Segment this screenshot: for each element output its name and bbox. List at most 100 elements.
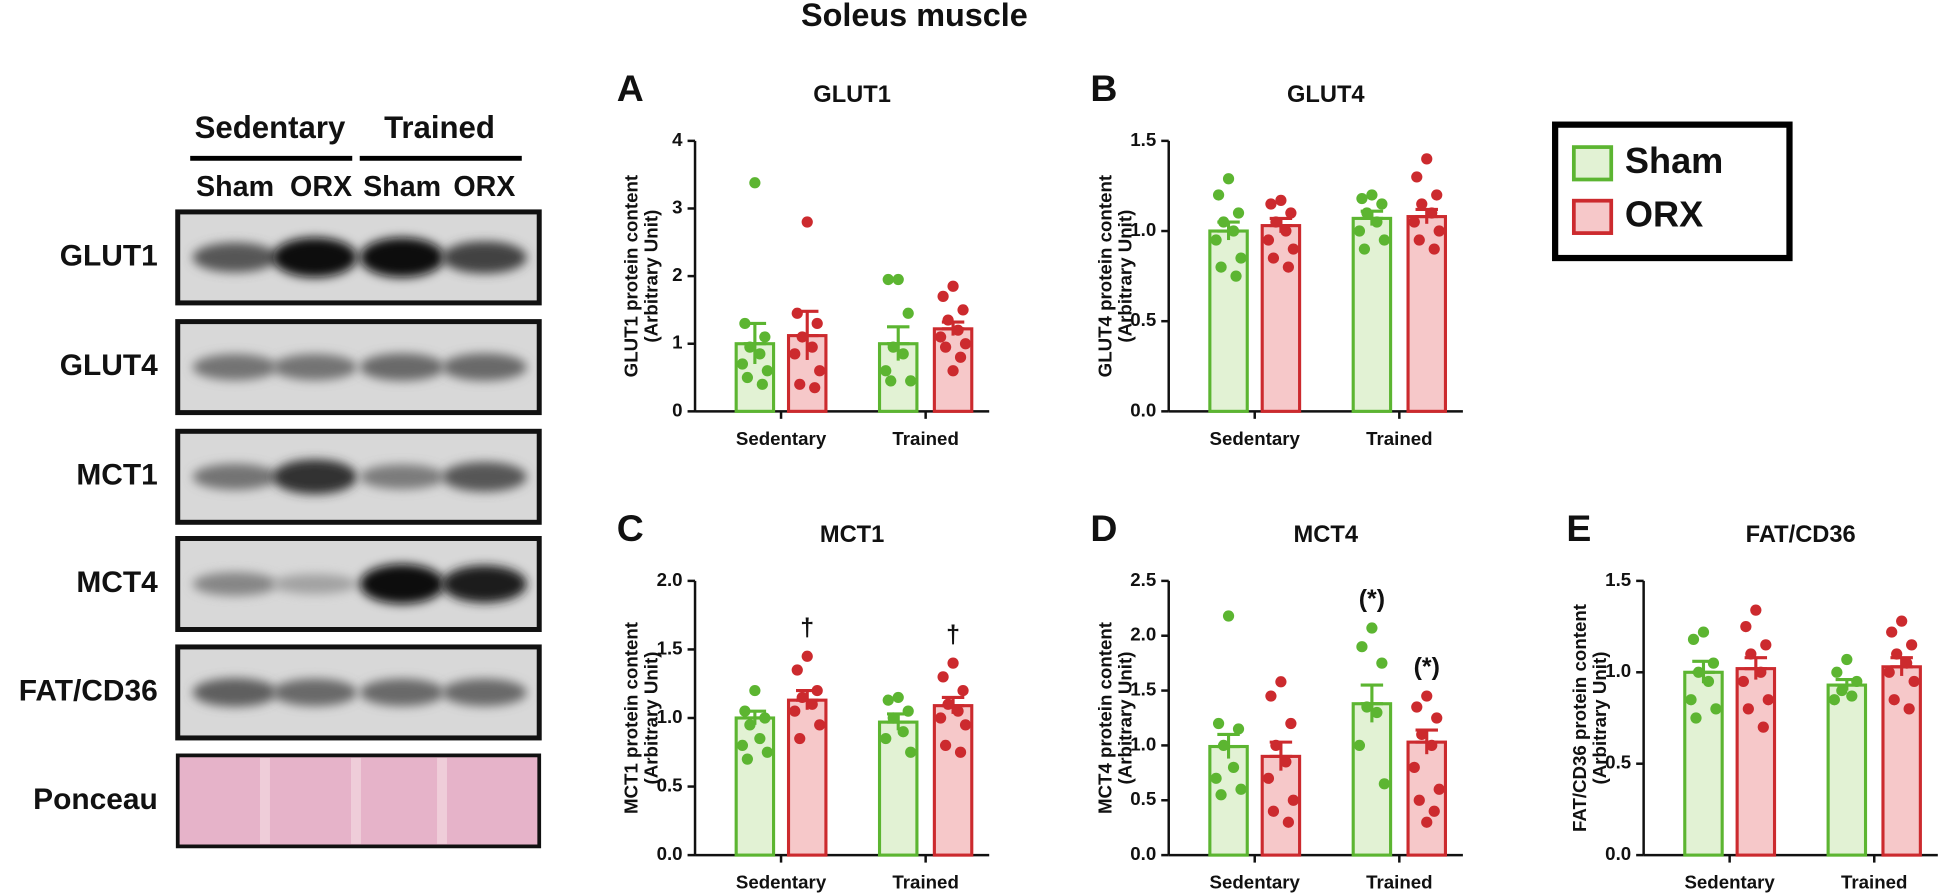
lane-label: Sham [196,171,274,203]
legend-label: ORX [1625,193,1703,234]
y-tick-label: 1.5 [1130,679,1156,700]
data-point [796,691,808,704]
blot-band [441,461,527,492]
data-point [887,712,899,724]
data-point [1413,794,1425,806]
y-tick-label: 2.0 [1130,624,1156,645]
data-point [1275,194,1287,206]
data-point [1366,622,1378,634]
data-point [1426,207,1438,219]
data-point [1760,639,1772,651]
data-point [1280,756,1292,768]
data-point [1740,620,1752,633]
data-point [1227,761,1240,773]
data-point [937,671,949,683]
y-axis-label: (Arbitrary Unit) [1589,652,1610,785]
data-point [1690,712,1702,724]
blot-row-label: GLUT4 [60,349,158,382]
chart-title: FAT/CD36 [1746,522,1856,548]
data-point [939,739,952,752]
data-point [1408,216,1420,228]
data-point [892,691,904,704]
data-point [1737,675,1749,688]
panel-letter: D [1090,507,1117,549]
data-point [1217,216,1230,228]
data-point [1411,701,1423,713]
data-point [811,317,823,330]
data-point [1901,657,1913,669]
data-point [759,331,771,343]
data-point [1287,794,1299,806]
blot-band [441,241,527,274]
data-point [1431,712,1443,724]
data-point [1755,666,1767,678]
data-point [882,694,894,706]
blot-band [359,237,445,278]
data-point [887,341,899,353]
data-point [1697,626,1710,638]
data-point [1210,772,1222,784]
x-tick-label: Trained [892,872,958,893]
y-tick-label: 3 [672,196,682,217]
data-point [1426,739,1438,752]
data-point [749,177,761,189]
data-point [814,365,826,377]
y-axis-label: (Arbitrary Unit) [1114,652,1135,785]
blot-frame [175,428,542,525]
blot-row-label: MCT4 [76,566,158,599]
y-axis-label: (Arbitrary Unit) [641,210,662,343]
data-point [1841,653,1853,666]
x-tick-label: Trained [1366,428,1432,449]
x-tick-label: Sedentary [1210,428,1301,449]
data-point [791,664,803,676]
data-point [1232,723,1245,735]
data-point [1353,739,1366,752]
blot-band [359,464,445,490]
data-point [1702,675,1715,688]
data-point [1908,675,1920,688]
data-point [1217,739,1230,752]
annotation: (*) [1414,653,1440,681]
data-point [934,331,947,343]
data-point [1896,615,1908,627]
data-point [1851,675,1863,688]
x-tick-label: Trained [1841,872,1907,893]
blot-frame [175,644,542,741]
data-point [1376,657,1388,669]
chart-title: GLUT1 [813,82,891,108]
bar [1351,216,1393,413]
data-point [1906,639,1918,651]
data-point [1428,243,1440,255]
y-tick-label: 0 [672,399,682,420]
y-tick-label: 4 [672,129,683,150]
lane-gap [351,757,361,844]
y-tick-label: 1.5 [1605,569,1631,590]
blot-band [441,678,527,707]
data-point [1215,261,1227,273]
data-point [1265,690,1277,702]
data-point [1828,694,1840,706]
y-tick-label: 2.5 [1130,569,1156,590]
panel-letter: A [617,67,644,109]
data-point [1262,772,1275,784]
data-point [789,705,801,717]
bar [1208,744,1249,857]
bar [1406,740,1448,857]
data-point [880,732,892,745]
bar [786,698,828,857]
blot-band [192,678,278,707]
data-point [1285,207,1297,219]
data-point [885,375,897,387]
data-point [1745,648,1757,660]
data-point [1750,604,1762,616]
y-axis-label: (Arbitrary Unit) [1114,210,1135,343]
data-point [1433,225,1445,237]
y-axis-label: MCT1 protein content [621,622,642,814]
data-point [1358,243,1371,255]
data-point [1413,234,1425,246]
data-point [791,307,803,319]
y-axis-label: GLUT4 protein content [1094,175,1115,377]
data-point [1285,717,1297,730]
y-tick-label: 1.0 [1605,660,1631,681]
